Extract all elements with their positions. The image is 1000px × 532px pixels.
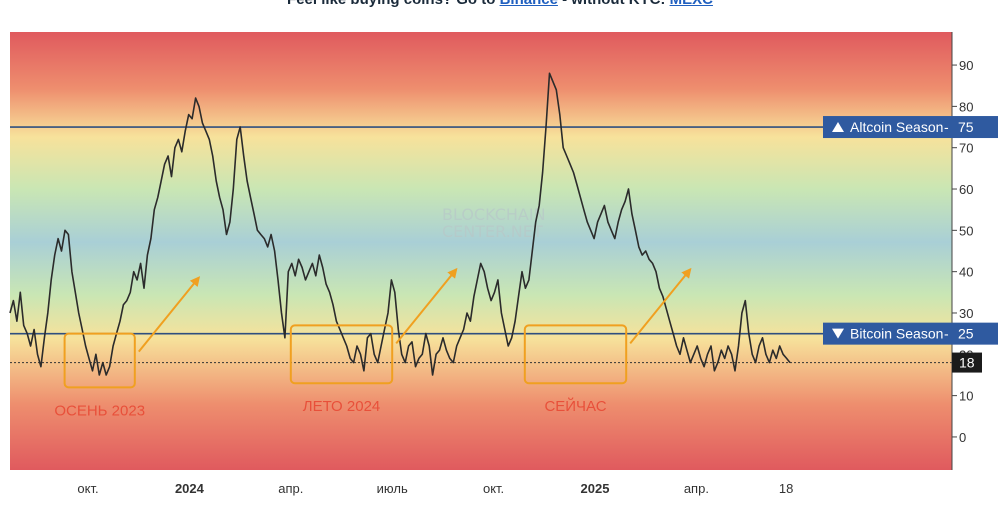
threshold-tag-dash: - — [944, 119, 949, 135]
current-value-tag-bg — [952, 352, 982, 373]
threshold-tag-value: 25 — [958, 326, 974, 342]
threshold-tag-bg — [823, 322, 998, 345]
threshold-tag-value: 75 — [958, 119, 974, 135]
x-tick-label: окт. — [77, 481, 98, 496]
threshold-tag-dash: - — [944, 326, 949, 342]
plot-background — [10, 32, 952, 470]
x-tick-label: июль — [377, 481, 408, 496]
x-tick-label: апр. — [278, 481, 303, 496]
annotations: ОСЕНЬ 2023 ЛЕТО 2024 СЕЙЧАС — [54, 267, 692, 419]
x-tick-label: 18 — [779, 481, 793, 496]
threshold-tag-label: Altcoin Season — [850, 119, 943, 135]
mexc-link[interactable]: MEXC — [670, 0, 713, 8]
threshold-tag-bg — [823, 116, 998, 139]
altcoin-index-line — [9, 72, 791, 376]
banner-text: Feel like buying coins? Go to — [287, 0, 500, 8]
annotation-arrow — [138, 276, 201, 353]
current-value-tag: 18 — [959, 355, 975, 371]
triangle-up-icon — [832, 122, 844, 133]
y-tick-label: 80 — [959, 99, 973, 114]
annotation-box — [289, 324, 394, 385]
annotation-arrow — [629, 267, 692, 345]
y-tick-label: 60 — [959, 182, 973, 197]
y-tick-label: 50 — [959, 223, 973, 238]
triangle-down-icon — [832, 328, 844, 339]
binance-link[interactable]: Binance — [500, 0, 558, 8]
y-tick-label: 30 — [959, 306, 973, 321]
x-tick-label: окт. — [483, 481, 504, 496]
x-axis: окт. 2024 апр. июль окт. 2025 апр. 18 — [77, 481, 793, 496]
annotation-label: СЕЙЧАС — [544, 397, 606, 415]
y-tick-label: 40 — [959, 265, 973, 280]
x-tick-label: апр. — [684, 481, 709, 496]
annotation-arrow — [395, 267, 458, 345]
y-tick-label: 10 — [959, 389, 973, 404]
annotation-label: ОСЕНЬ 2023 — [54, 402, 145, 419]
y-tick-label: 90 — [959, 58, 973, 73]
banner-text-2: - without KYC: — [558, 0, 670, 8]
threshold-tag-label: Bitcoin Season — [850, 326, 943, 342]
watermark-text: CENTER.NET — [442, 222, 543, 241]
watermark-text: BLOCKCHAIN — [442, 205, 546, 224]
annotation-box — [523, 324, 628, 385]
x-tick-label: 2025 — [581, 481, 610, 496]
top-banner: Feel like buying coins? Go to Binance - … — [0, 0, 1000, 8]
y-tick-label: 0 — [959, 430, 966, 445]
threshold-lines — [10, 126, 952, 335]
annotation-label: ЛЕТО 2024 — [303, 398, 381, 415]
x-tick-label: 2024 — [175, 481, 205, 496]
annotation-box — [63, 332, 136, 389]
y-tick-label: 70 — [959, 141, 973, 156]
